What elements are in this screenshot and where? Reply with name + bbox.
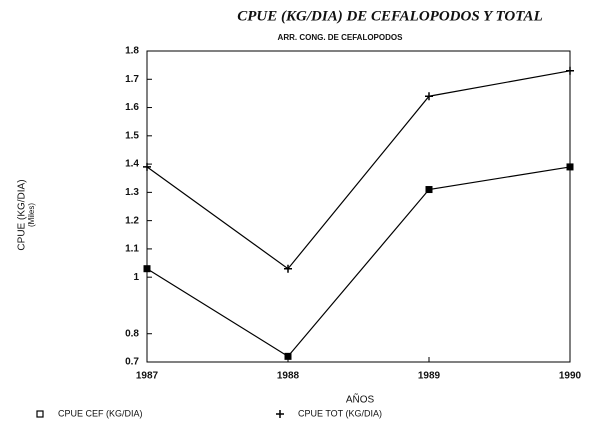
marker-square bbox=[143, 265, 151, 273]
marker-square bbox=[425, 186, 433, 194]
legend-marker bbox=[276, 410, 284, 418]
y-tick-label: 1 bbox=[133, 272, 139, 283]
y-axis-units: (Miles) bbox=[27, 203, 36, 227]
marker-square bbox=[284, 352, 292, 360]
legend-marker bbox=[36, 410, 44, 418]
marker-plus bbox=[284, 264, 292, 273]
marker-plus bbox=[425, 92, 433, 101]
series-line bbox=[146, 70, 571, 270]
y-tick-label: 1.1 bbox=[125, 244, 139, 255]
plot-frame bbox=[146, 50, 571, 363]
x-axis-label: AÑOS bbox=[346, 393, 375, 406]
y-tick-label: 1.5 bbox=[125, 130, 139, 141]
marker-square bbox=[566, 163, 574, 171]
legend-label: CPUE CEF (KG/DIA) bbox=[58, 408, 143, 418]
marker-plus bbox=[566, 66, 574, 75]
chart-subtitle: ARR. CONG. DE CEFALOPODOS bbox=[278, 33, 404, 42]
legend-label: CPUE TOT (KG/DIA) bbox=[298, 408, 382, 418]
y-axis-label: CPUE (KG/DIA) bbox=[17, 179, 28, 250]
y-tick-label: 1.8 bbox=[125, 46, 139, 57]
series-line bbox=[146, 166, 571, 358]
x-tick-label: 1988 bbox=[277, 371, 300, 382]
y-tick-label: 1.2 bbox=[125, 215, 139, 226]
x-tick-label: 1989 bbox=[418, 371, 441, 382]
chart-title: CPUE (KG/DIA) DE CEFALOPODOS Y TOTAL bbox=[237, 8, 542, 24]
y-tick-label: 0.7 bbox=[125, 357, 139, 368]
y-tick-label: 1.6 bbox=[125, 102, 139, 113]
y-tick-label: 1.3 bbox=[125, 187, 139, 198]
y-tick-label: 1.7 bbox=[125, 74, 139, 85]
y-tick-label: 0.8 bbox=[125, 328, 139, 339]
x-tick-label: 1987 bbox=[136, 371, 159, 382]
y-tick-label: 1.4 bbox=[125, 159, 139, 170]
x-tick-label: 1990 bbox=[559, 371, 582, 382]
marker-plus bbox=[143, 162, 151, 171]
